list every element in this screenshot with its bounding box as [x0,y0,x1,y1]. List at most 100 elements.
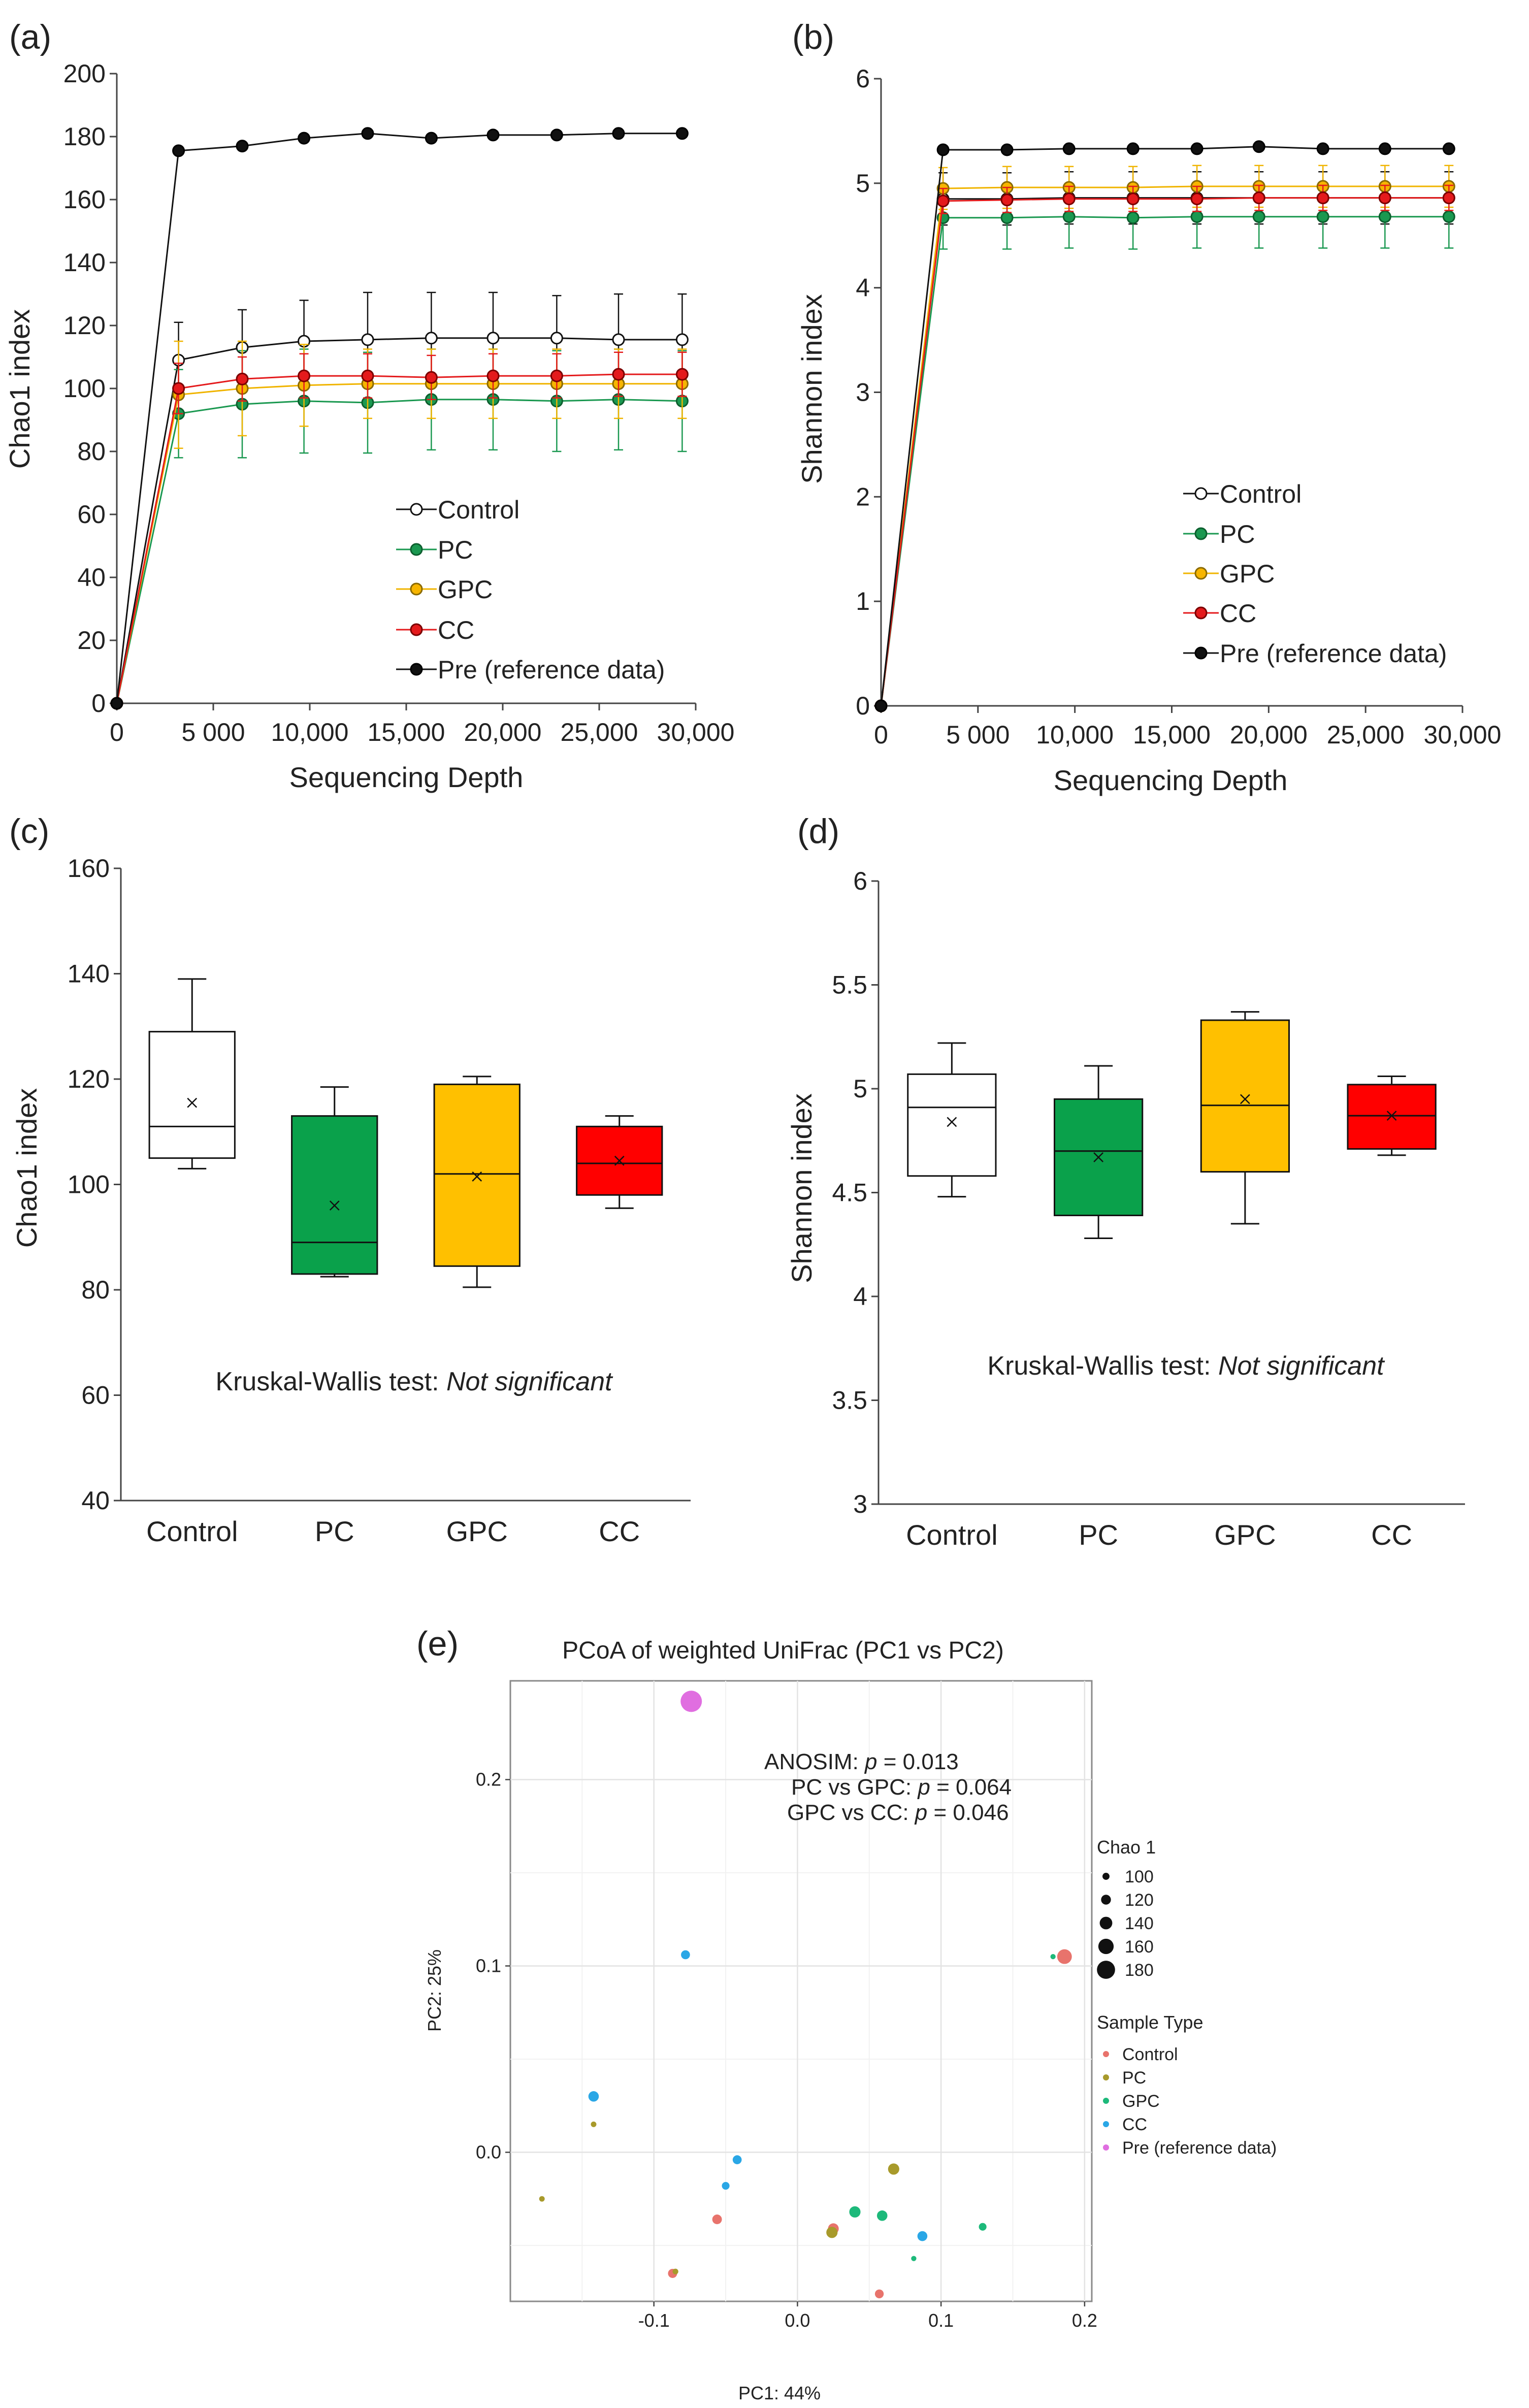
data-point [612,127,625,140]
panel-b-legend: Control PC GPC CC Pre (reference data) [1183,480,1447,668]
panel-e-anosim: ANOSIM: p = 0.013 [764,1749,959,1774]
data-point [1126,211,1140,224]
mean-marker [472,1172,482,1182]
y-tick-label: 1 [856,587,870,615]
category-label: Control [146,1515,238,1547]
point-gpc [1050,1954,1056,1960]
data-point [550,128,563,142]
data-point [1316,142,1329,155]
iqr-box [433,1083,520,1267]
data-point [1190,210,1203,223]
point-gpc [911,2256,917,2261]
panel-b-label: (b) [792,18,834,56]
iqr-box [1347,1084,1437,1150]
panel-a-label: (a) [9,18,51,56]
legend-a-control-marker [410,503,423,516]
x-tick-label: 25,000 [1327,721,1405,749]
category-label: PC [315,1515,354,1547]
data-point [172,144,185,157]
legend-a-cc-marker [410,623,423,636]
panel-b-line-chart: (b) Shannon index Sequencing Depth 0 1 2 3 4… [792,18,1501,796]
point-pc [591,2121,597,2127]
mean-marker [187,1097,198,1108]
point-cc [722,2182,730,2190]
panel-d-boxes: Control PC GPC CC [906,1011,1437,1551]
data-point [1378,142,1391,155]
series-line [880,185,1449,706]
data-point [1252,210,1265,223]
data-point [550,332,563,345]
data-point [1252,140,1265,153]
anosim-value: = 0.013 [877,1749,959,1774]
y-tick-label: 80 [81,1276,110,1304]
panel-c-test-prefix: Kruskal-Wallis test: [215,1367,446,1396]
y-tick-label: 5 [853,1075,867,1103]
panel-a-series [110,127,689,710]
panel-c-ticks: 40 60 80 100 120 140 160 [68,854,121,1515]
data-point [361,127,374,140]
legend-b-cc-marker [1194,606,1208,620]
data-point [298,132,311,145]
iqr-box [291,1115,378,1275]
panel-c-test-result: Not significant [446,1367,613,1396]
x-tick-label: 20,000 [1230,721,1308,749]
y-tick-label: 3.5 [832,1386,867,1415]
y-tick-label: 4 [856,274,870,302]
color-legend-title: Sample Type [1097,2012,1203,2033]
color-legend-label: GPC [1122,2092,1160,2111]
y-tick-label: 0.1 [476,1955,501,1976]
data-point [425,132,438,145]
color-legend-label: Pre (reference data) [1122,2138,1277,2158]
data-point [1442,210,1455,223]
panel-d-y-axis-label: Shannon index [786,1093,818,1283]
panel-c-box-plot: (c) Chao1 index 40 60 80 100 120 140 160 Contr… [9,812,691,1547]
mean-marker [1093,1152,1104,1162]
panel-e-pcoa-scatter: (e) PCoA of weighted UniFrac (PC1 vs PC2… [416,1624,1277,2403]
anosim-prefix: ANOSIM: [764,1749,865,1774]
panel-b-y-axis-label: Shannon index [796,294,828,484]
y-tick-label: 160 [63,185,106,214]
size-legend-label: 180 [1125,1961,1154,1980]
box-pc [291,1086,378,1278]
category-label: GPC [446,1515,508,1547]
panel-d-label: (d) [797,812,839,851]
legend-b-control-label: Control [1220,480,1302,508]
data-point [110,697,123,710]
data-point [1062,142,1076,155]
x-tick-label: 30,000 [657,718,735,746]
panel-e-plot-frame [509,1680,1093,2302]
data-point [1062,210,1076,223]
data-point [236,140,249,153]
panel-c-y-axis-label: Chao1 index [11,1088,43,1248]
panel-e-x-axis-label: PC1: 44% [738,2383,821,2403]
legend-a-pc-marker [410,543,423,556]
data-point [361,369,374,382]
data-point [874,699,888,712]
legend-a-gpc-label: GPC [438,575,493,604]
y-tick-label: 3 [853,1490,867,1518]
data-point [1252,191,1265,205]
panel-e-gpc-vs-cc: GPC vs CC: p = 0.046 [787,1800,1009,1825]
x-tick-label: -0.1 [638,2310,670,2331]
legend-a-pre-label: Pre (reference data) [438,656,665,684]
panel-a-ticks: 0 20 40 60 80 100 120 140 160 180 200 0 5 000 10,000 1… [63,59,735,746]
y-tick-label: 180 [63,122,106,151]
x-tick-label: 0 [874,721,888,749]
gpc-cc-p: p [914,1800,927,1825]
size-legend-label: 140 [1125,1914,1154,1933]
point-cc [732,2155,742,2164]
point-gpc [849,2206,861,2218]
size-legend-dot [1102,1873,1110,1880]
point-cc [917,2231,928,2241]
box-cc [576,1115,663,1209]
x-tick-label: 15,000 [368,718,445,746]
gpc-cc-value: = 0.046 [927,1800,1009,1825]
panel-a-y-axis-label: Chao1 index [4,309,36,469]
iqr-box [907,1073,997,1177]
legend-b-pc-label: PC [1220,520,1255,548]
panel-e-grid: -0.1 0.0 0.1 0.2 0.0 0.1 0.2 [476,1681,1097,2331]
series-line [116,337,682,704]
x-tick-label: 5 000 [181,718,245,746]
panel-c-boxes: Control PC GPC CC [146,978,663,1547]
